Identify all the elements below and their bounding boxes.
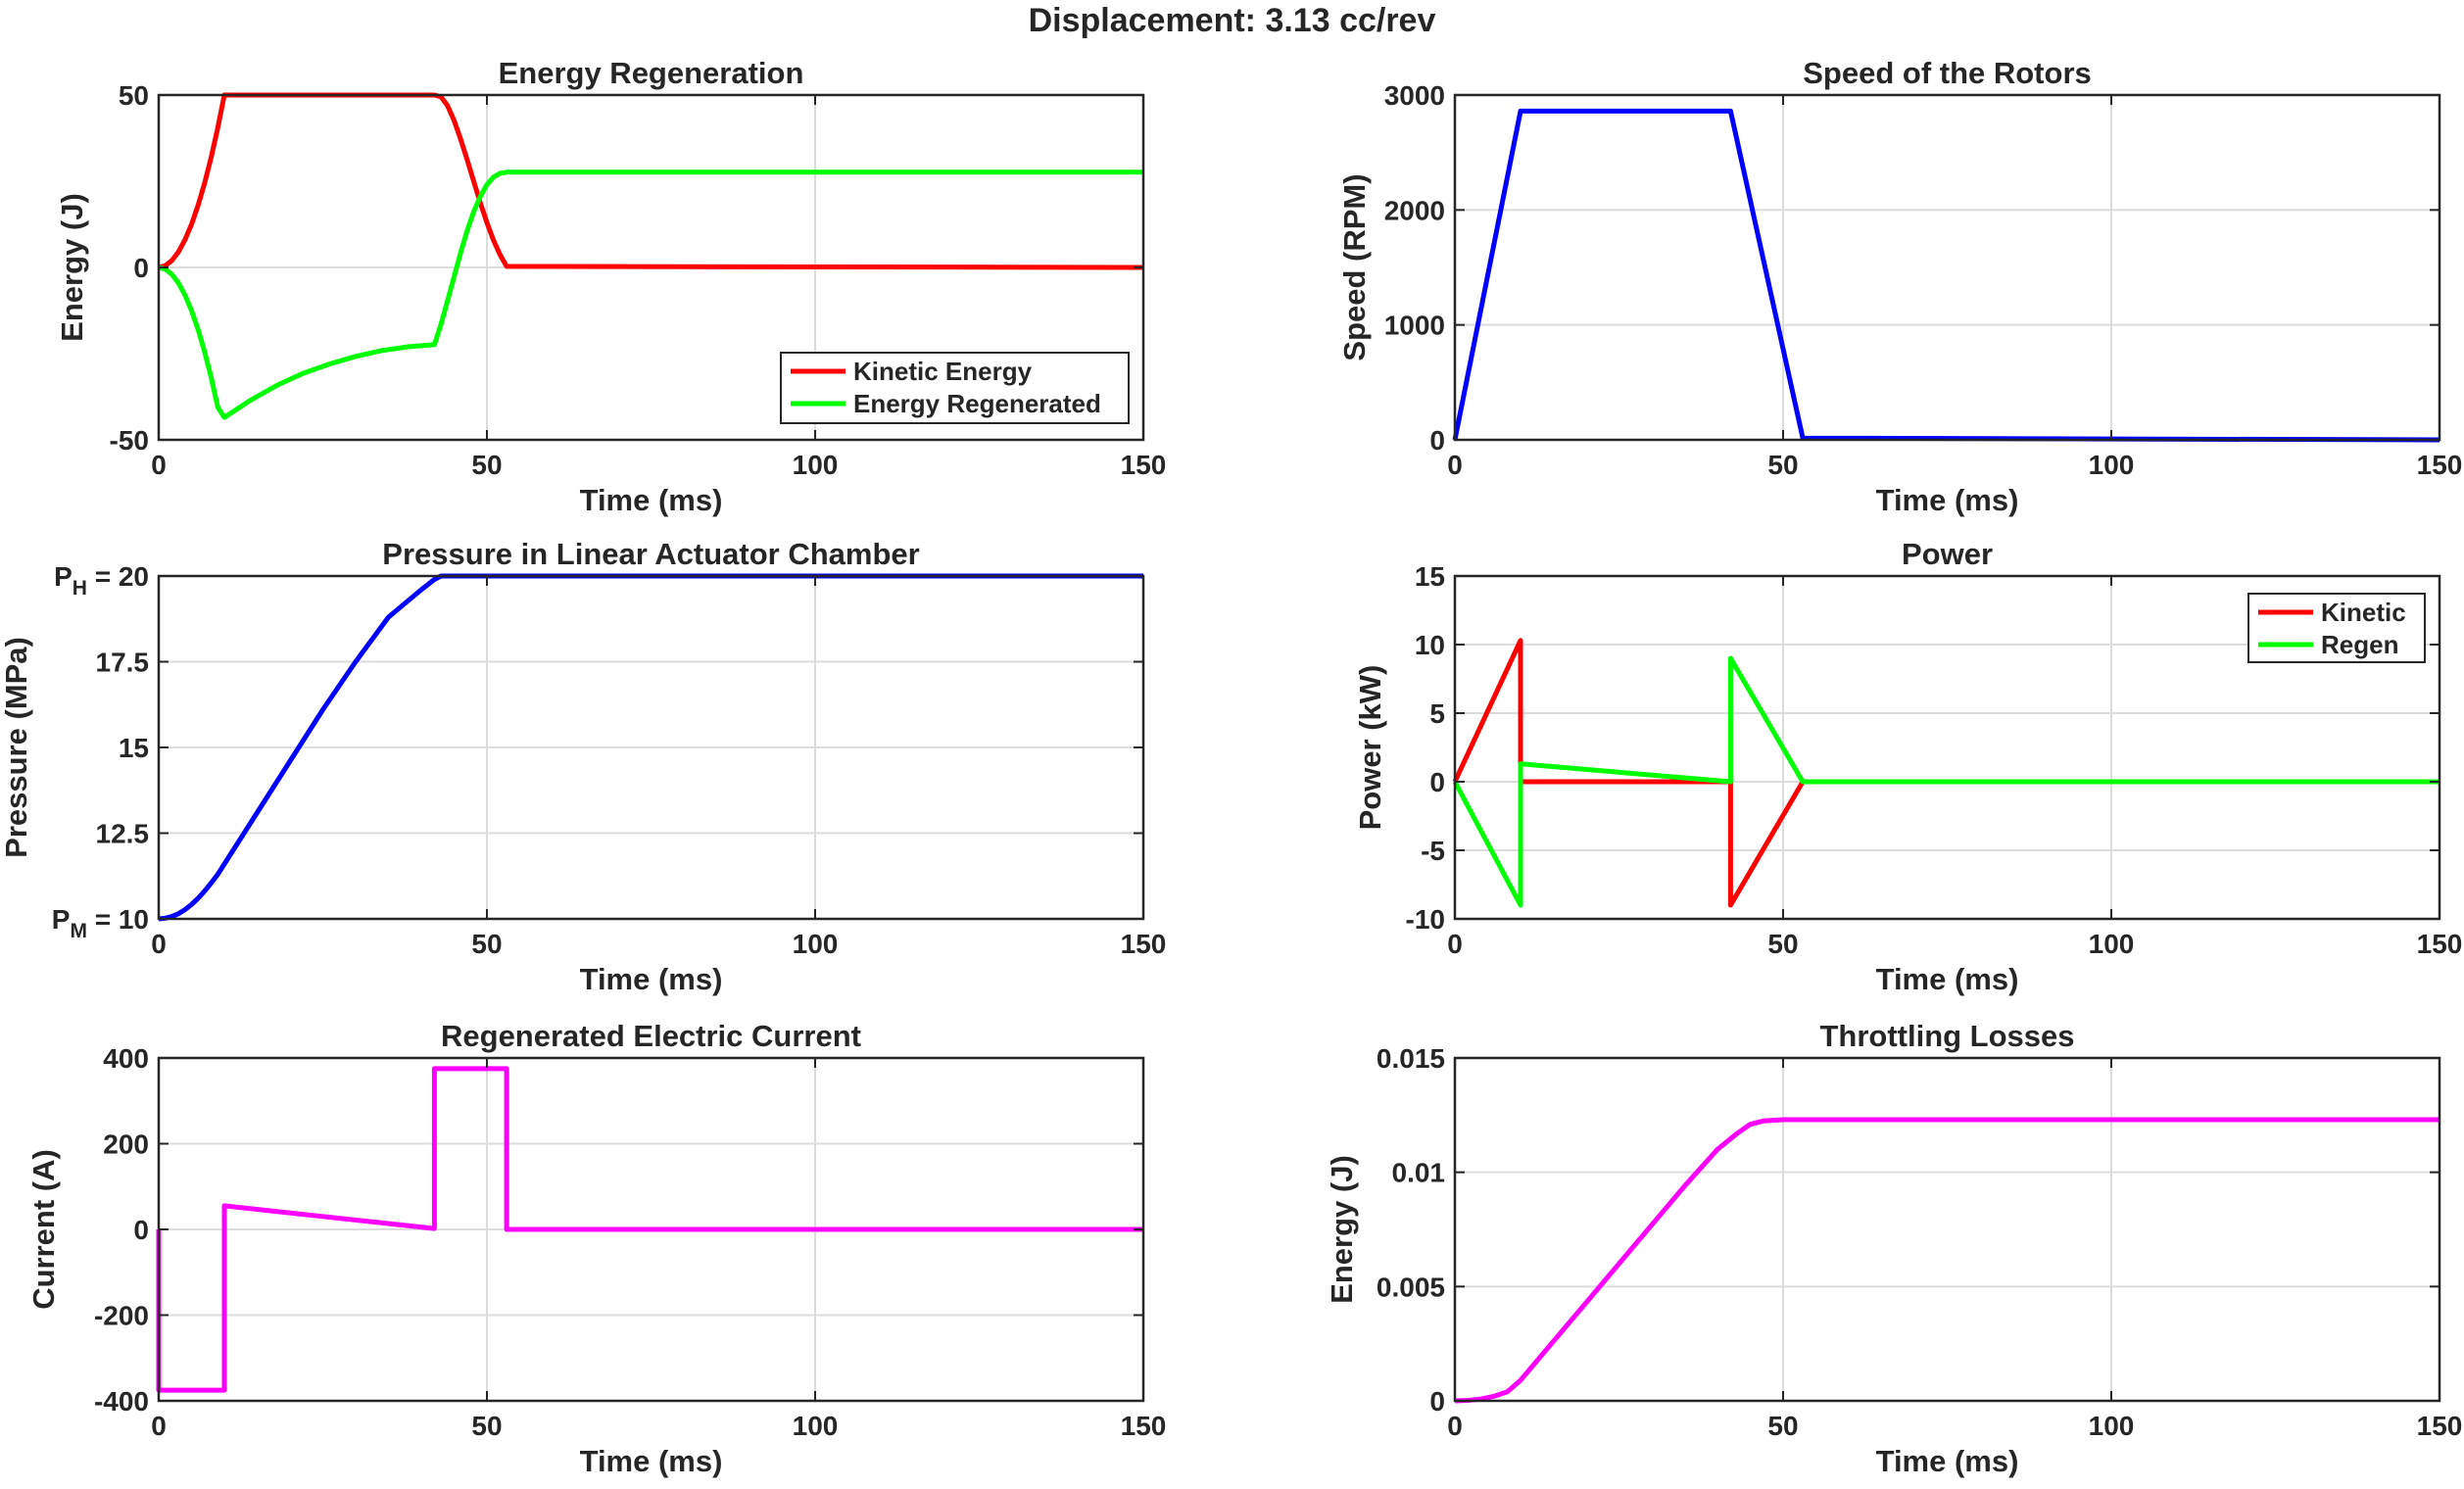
y-tick-label: -10 <box>1406 904 1445 935</box>
y-axis-label: Current (A) <box>26 1149 61 1310</box>
figure-title: Displacement: 3.13 cc/rev <box>1028 2 1436 39</box>
y-tick-label: 5 <box>1429 698 1445 729</box>
y-tick-label: 50 <box>119 80 149 111</box>
y-tick-label: PM = 10 <box>52 904 149 942</box>
chart-throttling-losses: 0 50 100 150 0 0.005 0.01 0.015 Throttling Losse… <box>1325 1019 2462 1478</box>
legend-box <box>2247 593 2426 663</box>
x-axis-label: Time (ms) <box>580 1444 723 1478</box>
x-tick-label: 0 <box>151 1411 167 1441</box>
y-tick-label: 0.015 <box>1377 1043 1445 1074</box>
y-tick-label: 3000 <box>1384 80 1445 111</box>
x-tick-label: 150 <box>1121 1411 1167 1441</box>
y-tick-label: 10 <box>1415 630 1445 660</box>
chart-power: 0 50 100 150 -10 -5 0 5 10 15 Power Time (ms) Power … <box>1353 537 2462 996</box>
y-tick-label: 15 <box>1415 561 1445 592</box>
legend-entry: Kinetic Energy <box>853 357 1033 386</box>
x-tick-label: 0 <box>1447 929 1463 959</box>
y-tick-label: -5 <box>1421 836 1445 866</box>
y-tick-label: 0 <box>133 253 149 283</box>
x-tick-label: 150 <box>2417 929 2463 959</box>
x-tick-label: 50 <box>1767 929 1798 959</box>
y-tick-label: -400 <box>94 1386 149 1417</box>
y-tick-label: 0 <box>1429 1386 1445 1417</box>
legend-entry: Energy Regenerated <box>853 389 1101 418</box>
chart-title: Speed of the Rotors <box>1803 56 2092 90</box>
x-axis-label: Time (ms) <box>1876 962 2019 996</box>
y-tick-label: 15 <box>119 733 149 763</box>
x-tick-label: 100 <box>2089 450 2135 480</box>
chart-regenerated-current: 0 50 100 150 -400 -200 0 200 400 Regenerated Elec… <box>26 1019 1166 1478</box>
series-line-line-0 <box>156 1066 1143 1393</box>
y-axis-label: Energy (J) <box>55 193 89 342</box>
x-tick-label: 150 <box>2417 1411 2463 1441</box>
plot-area <box>1455 95 2440 440</box>
y-tick-label: 0.01 <box>1392 1158 1446 1188</box>
x-tick-label: 100 <box>793 1411 839 1441</box>
x-axis-label: Time (ms) <box>580 962 723 996</box>
x-tick-label: 150 <box>2417 450 2463 480</box>
x-tick-label: 50 <box>1767 450 1798 480</box>
x-tick-label: 150 <box>1121 450 1167 480</box>
legend-entry: Regen <box>2321 630 2398 659</box>
y-axis-label: Speed (RPM) <box>1337 173 1372 360</box>
series-line-regen <box>1452 655 2440 908</box>
series-line-line-0 <box>158 573 1143 922</box>
y-tick-label: -200 <box>94 1301 149 1331</box>
x-tick-label: 50 <box>1767 1411 1798 1441</box>
y-tick-label: 200 <box>103 1129 149 1160</box>
y-tick-label: PH = 20 <box>54 561 149 600</box>
y-tick-label: 2000 <box>1384 195 1445 225</box>
axes-frame <box>1453 574 2441 921</box>
x-axis-label: Time (ms) <box>1876 1444 2019 1478</box>
y-tick-label: 400 <box>103 1043 149 1074</box>
chart-title: Energy Regeneration <box>499 56 804 90</box>
x-axis-label: Time (ms) <box>580 483 723 517</box>
chart-speed-of-rotors: 0 50 100 150 0 1000 2000 3000 Speed of the Rotor… <box>1337 56 2462 517</box>
y-axis-label: Pressure (MPa) <box>0 637 33 858</box>
chart-title: Throttling Losses <box>1819 1019 2074 1053</box>
x-tick-label: 50 <box>471 1411 502 1441</box>
axes-frame <box>1453 93 2441 442</box>
x-tick-label: 0 <box>151 450 167 480</box>
legend: Kinetic Regen <box>2247 593 2426 663</box>
y-tick-label: 0 <box>1429 425 1445 456</box>
x-tick-label: 100 <box>793 450 839 480</box>
x-axis-label: Time (ms) <box>1876 483 2019 517</box>
x-tick-label: 150 <box>1121 929 1167 959</box>
chart-title: Power <box>1902 537 1993 571</box>
y-tick-label: 0 <box>1429 767 1445 797</box>
x-tick-label: 100 <box>793 929 839 959</box>
chart-pressure-chamber: 0 50 100 150 PM = 10 12.5 15 17.5 PH = 20 Pressur… <box>0 537 1166 996</box>
x-tick-label: 0 <box>151 929 167 959</box>
x-tick-label: 0 <box>1447 1411 1463 1441</box>
y-axis-label: Energy (J) <box>1325 1155 1359 1304</box>
x-tick-label: 100 <box>2089 1411 2135 1441</box>
x-tick-label: 50 <box>471 929 502 959</box>
y-tick-label: 0.005 <box>1377 1272 1445 1302</box>
series-line-energy-regenerated <box>158 169 1143 420</box>
chart-title: Pressure in Linear Actuator Chamber <box>382 537 919 571</box>
axes-frame <box>1453 1056 2441 1403</box>
legend-box <box>780 352 1130 424</box>
x-tick-label: 0 <box>1447 450 1463 480</box>
y-tick-label: 12.5 <box>96 819 150 849</box>
legend-entry: Kinetic <box>2321 598 2406 627</box>
y-tick-label: 0 <box>133 1215 149 1245</box>
y-tick-label: -50 <box>110 425 149 456</box>
x-tick-label: 100 <box>2089 929 2135 959</box>
y-tick-label: 17.5 <box>96 648 150 678</box>
y-axis-label: Power (kW) <box>1353 665 1387 831</box>
legend: Kinetic Energy Energy Regenerated <box>780 352 1130 424</box>
y-tick-label: 1000 <box>1384 311 1445 341</box>
plot-area <box>1455 1058 2440 1401</box>
chart-title: Regenerated Electric Current <box>441 1019 861 1053</box>
x-tick-label: 50 <box>471 450 502 480</box>
series-line-line-0 <box>1454 1117 2440 1404</box>
